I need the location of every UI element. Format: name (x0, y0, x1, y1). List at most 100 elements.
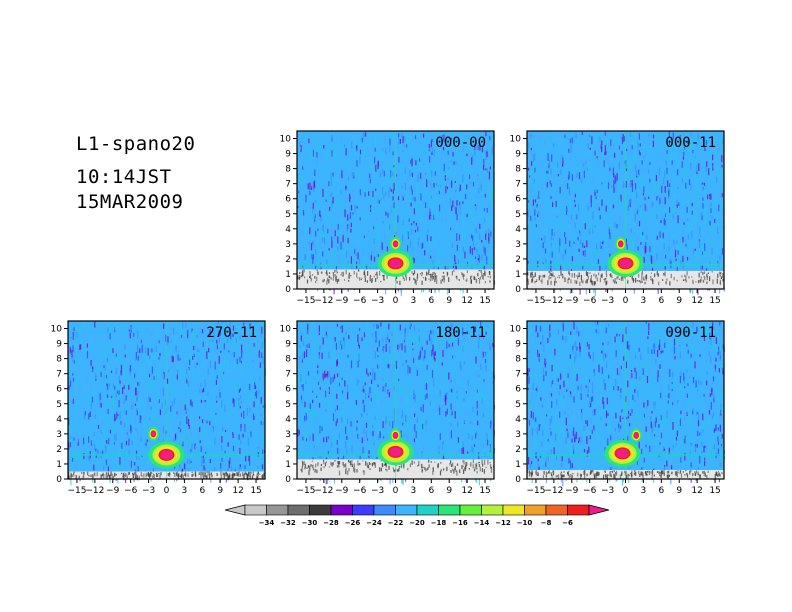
noise-pixel (605, 264, 607, 269)
noise-pixel (432, 357, 434, 365)
noise-pixel (321, 352, 323, 360)
noise-pixel (590, 195, 592, 203)
panel-label: 270-11 (206, 325, 257, 341)
low-band-pixel (550, 273, 552, 276)
low-band-pixel (417, 464, 420, 466)
noise-pixel (393, 408, 395, 416)
noise-pixel (203, 387, 205, 393)
low-band-pixel (304, 466, 306, 470)
noise-pixel (473, 448, 475, 455)
low-band-pixel (206, 475, 208, 479)
noise-pixel (166, 378, 169, 384)
noise-pixel (324, 236, 326, 245)
noise-pixel (187, 367, 189, 373)
low-band-pixel (472, 459, 474, 464)
noise-pixel (574, 182, 576, 186)
low-band-pixel (474, 467, 476, 471)
noise-pixel (701, 454, 703, 458)
noise-pixel (306, 432, 308, 438)
noise-pixel (472, 155, 474, 162)
noise-pixel (352, 195, 354, 203)
noise-pixel (183, 333, 185, 337)
noise-pixel (483, 208, 485, 211)
noise-pixel (246, 408, 248, 416)
noise-pixel (201, 462, 203, 467)
noise-pixel (413, 180, 415, 188)
noise-pixel (552, 238, 554, 241)
low-band-pixel (383, 279, 385, 281)
noise-pixel (457, 338, 459, 346)
noise-pixel (694, 208, 696, 215)
y-tick-label: 9 (56, 340, 62, 350)
noise-pixel (95, 448, 97, 452)
noise-pixel (362, 250, 364, 256)
noise-pixel (433, 265, 435, 271)
noise-pixel (642, 192, 645, 196)
noise-pixel (708, 410, 711, 415)
low-band-pixel (549, 271, 551, 276)
noise-pixel (124, 391, 126, 397)
noise-pixel (533, 176, 535, 180)
low-band-pixel (336, 465, 338, 468)
noise-pixel (232, 325, 235, 331)
noise-pixel (403, 160, 405, 164)
noise-pixel (317, 365, 319, 368)
noise-pixel (573, 321, 575, 330)
low-band-pixel (455, 470, 457, 472)
noise-pixel (97, 442, 99, 449)
noise-pixel (707, 194, 709, 199)
noise-pixel (539, 454, 542, 459)
noise-pixel (146, 354, 148, 360)
noise-pixel (110, 328, 112, 336)
noise-pixel (599, 264, 601, 272)
noise-pixel (110, 370, 113, 373)
noise-pixel (334, 254, 337, 258)
noise-pixel (406, 217, 408, 221)
low-band-pixel (110, 471, 112, 476)
noise-pixel (158, 419, 160, 424)
noise-pixel (333, 288, 335, 295)
noise-pixel (91, 438, 93, 445)
noise-pixel (667, 400, 669, 404)
low-band-pixel (656, 271, 658, 276)
noise-pixel (352, 212, 354, 215)
noise-pixel (437, 184, 439, 187)
noise-pixel (656, 440, 658, 447)
noise-pixel (209, 329, 211, 336)
noise-pixel (419, 339, 421, 344)
noise-pixel (532, 176, 534, 180)
noise-pixel (335, 365, 337, 374)
x-tick-label: −12 (85, 486, 104, 496)
noise-pixel (719, 200, 721, 209)
noise-pixel (77, 434, 79, 443)
noise-pixel (456, 233, 458, 241)
noise-pixel (426, 393, 428, 399)
noise-pixel (571, 260, 574, 265)
noise-pixel (324, 370, 326, 379)
low-band-pixel (489, 280, 491, 283)
noise-pixel (426, 379, 429, 385)
noise-pixel (146, 394, 148, 399)
noise-pixel (539, 368, 541, 376)
noise-pixel (705, 144, 707, 149)
noise-pixel (129, 460, 131, 465)
y-tick-label: 1 (285, 270, 291, 280)
noise-pixel (348, 247, 350, 255)
noise-pixel (200, 383, 202, 387)
noise-pixel (151, 384, 153, 393)
low-band-pixel (181, 471, 183, 473)
noise-pixel (357, 334, 359, 343)
noise-pixel (130, 424, 132, 432)
low-band-pixel (209, 474, 211, 479)
noise-pixel (702, 182, 704, 185)
noise-pixel (470, 182, 472, 185)
noise-pixel (415, 160, 417, 166)
low-band-pixel (593, 281, 596, 286)
noise-pixel (336, 241, 338, 248)
noise-pixel (698, 241, 700, 248)
noise-pixel (648, 433, 650, 441)
noise-pixel (208, 415, 210, 419)
noise-pixel (543, 173, 545, 179)
noise-pixel (550, 183, 552, 187)
low-band-pixel (422, 466, 424, 469)
